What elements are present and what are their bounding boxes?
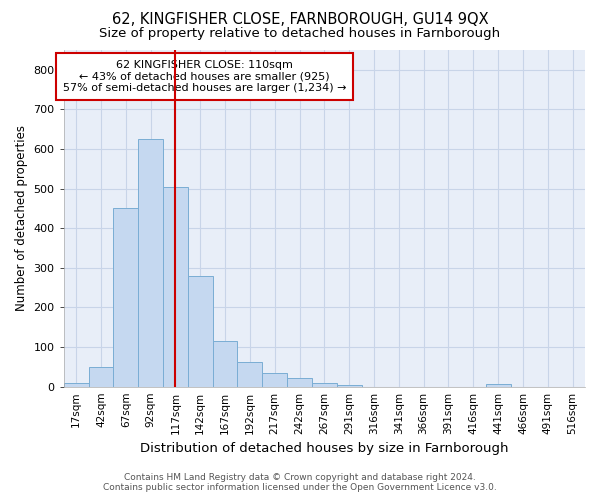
Bar <box>89 367 113 386</box>
Text: Size of property relative to detached houses in Farnborough: Size of property relative to detached ho… <box>100 28 500 40</box>
Text: 62 KINGFISHER CLOSE: 110sqm
← 43% of detached houses are smaller (925)
57% of se: 62 KINGFISHER CLOSE: 110sqm ← 43% of det… <box>63 60 346 94</box>
Bar <box>337 384 362 386</box>
Bar <box>212 341 238 386</box>
Bar <box>64 382 89 386</box>
Y-axis label: Number of detached properties: Number of detached properties <box>15 126 28 312</box>
Bar <box>238 362 262 386</box>
Bar <box>287 378 312 386</box>
Bar <box>113 208 138 386</box>
Text: Contains HM Land Registry data © Crown copyright and database right 2024.
Contai: Contains HM Land Registry data © Crown c… <box>103 473 497 492</box>
Bar <box>262 373 287 386</box>
Bar <box>188 276 212 386</box>
Bar <box>312 382 337 386</box>
Bar <box>163 186 188 386</box>
Bar <box>486 384 511 386</box>
X-axis label: Distribution of detached houses by size in Farnborough: Distribution of detached houses by size … <box>140 442 509 455</box>
Text: 62, KINGFISHER CLOSE, FARNBOROUGH, GU14 9QX: 62, KINGFISHER CLOSE, FARNBOROUGH, GU14 … <box>112 12 488 28</box>
Bar <box>138 139 163 386</box>
